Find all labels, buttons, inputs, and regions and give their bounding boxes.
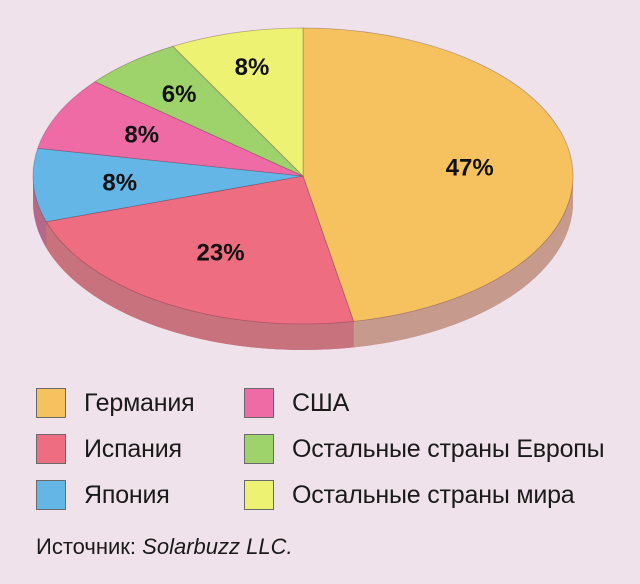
legend-item-japan: Япония	[36, 480, 170, 510]
pie-labels: 47%23%8%8%6%8%	[102, 54, 493, 266]
legend-item-usa: США	[244, 388, 349, 418]
source-note: Источник: Solarbuzz LLC.	[36, 534, 293, 560]
legend-item-rest-europe: Остальные страны Европы	[244, 434, 605, 464]
legend-swatch-rest-world	[244, 480, 274, 510]
legend-swatch-japan	[36, 480, 66, 510]
slice-label-germany: 47%	[446, 154, 494, 181]
pie-slice-spain	[45, 175, 355, 325]
legend-label-rest-world: Остальные страны мира	[292, 480, 575, 509]
pie-side-germany	[353, 176, 573, 348]
legend-swatch-usa	[244, 388, 274, 418]
source-name: Solarbuzz LLC.	[142, 534, 293, 559]
pie-chart: 47%23%8%8%6%8%	[32, 27, 574, 350]
pie-side-spain	[46, 221, 354, 350]
legend-item-spain: Испания	[36, 434, 182, 464]
legend-item-germany: Германия	[36, 388, 195, 418]
pie-top	[32, 27, 574, 325]
slice-label-rest-europe: 6%	[162, 81, 197, 108]
slice-label-japan: 8%	[102, 169, 137, 196]
slice-label-spain: 23%	[197, 239, 245, 266]
pie-slice-usa	[37, 81, 304, 177]
pie-slice-germany	[302, 27, 574, 322]
legend-item-rest-world: Остальные страны мира	[244, 480, 575, 510]
pie-slice-japan	[32, 147, 304, 223]
legend-swatch-germany	[36, 388, 66, 418]
legend-label-usa: США	[292, 388, 350, 417]
slice-label-usa: 8%	[124, 121, 159, 148]
slice-label-rest-world: 8%	[235, 54, 270, 81]
legend-swatch-spain	[36, 434, 66, 464]
source-prefix: Источник:	[36, 534, 143, 559]
legend-label-spain: Испания	[84, 434, 182, 463]
pie-slice-rest-europe	[94, 45, 304, 177]
pie-side-japan	[33, 176, 47, 248]
legend-label-rest-europe: Остальные страны Европы	[292, 434, 605, 463]
pie-slice-rest-world	[172, 27, 304, 177]
legend-swatch-rest-europe	[244, 434, 274, 464]
legend-label-germany: Германия	[84, 388, 195, 417]
legend-label-japan: Япония	[84, 480, 170, 509]
